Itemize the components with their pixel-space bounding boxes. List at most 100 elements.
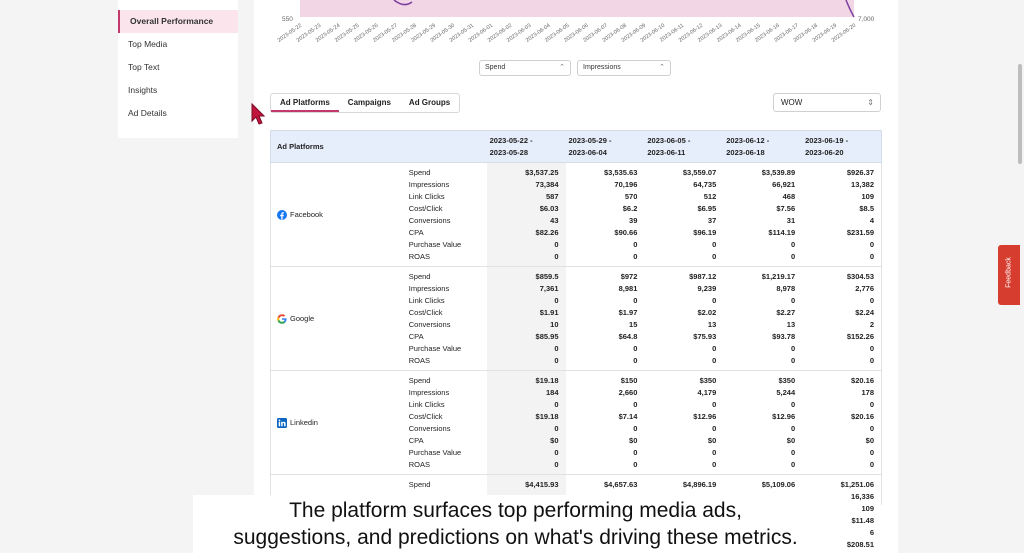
metric-right-select[interactable]: Impressions ⌃ [577, 60, 671, 76]
table-cell: $64.8 [618, 332, 638, 341]
metric-label: Link Clicks [408, 296, 445, 305]
table-cell: 6 [869, 528, 874, 537]
chart-area-fill [300, 0, 854, 17]
video-caption: The platform surfaces top performing med… [193, 495, 838, 553]
value-column: $859.5 7,361 0 $1.91 10 $85.95 0 0 [486, 267, 566, 370]
table-cell: $12.96 [693, 412, 717, 421]
metric-label: CPA [408, 332, 424, 341]
table-cell: 0 [554, 356, 559, 365]
chevron-updown-icon: ⇕ [867, 98, 874, 107]
google-icon [277, 313, 290, 324]
table-cell: $3,537.25 [525, 168, 559, 177]
table-cell: 0 [633, 460, 638, 469]
sidebar-item-ad-details[interactable]: Ad Details [128, 108, 167, 118]
metric-label: Spend [408, 168, 431, 177]
value-column: $3,537.25 73,384 587 $6.03 43 $82.26 0 0 [486, 163, 566, 266]
feedback-button[interactable]: Feedback [998, 245, 1020, 305]
table-cell: 0 [869, 424, 874, 433]
platform-row-facebook: Facebook Spend Impressions Link Clicks Cost/… [270, 163, 882, 267]
table-cell: 0 [712, 296, 717, 305]
tab-ad-groups[interactable]: Ad Groups [408, 98, 451, 107]
table-cell: 70,196 [614, 180, 638, 189]
table-cell: $0 [786, 436, 796, 445]
sidebar-item-overall-performance[interactable]: Overall Performance [118, 10, 238, 33]
table-cell: $0 [865, 436, 874, 445]
table-cell: 0 [869, 460, 874, 469]
metric-labels: Spend Impressions Link Clicks Cost/Click Con… [409, 371, 487, 474]
table-cell: 64,735 [693, 180, 717, 189]
table-cell: $4,896.19 [682, 480, 717, 489]
table-cell: 0 [633, 448, 638, 457]
value-column: $350 5,244 0 $12.96 0 $0 0 0 [723, 371, 802, 474]
table-cell: 0 [869, 296, 874, 305]
platform-name: Linkedin [271, 371, 409, 474]
sidebar-item-top-text[interactable]: Top Text [128, 62, 160, 72]
value-column: $3,535.63 70,196 570 $6.2 39 $90.66 0 0 [566, 163, 645, 266]
table-cell: $4,657.63 [604, 480, 638, 489]
table-cell: 0 [633, 240, 638, 249]
scrollbar[interactable] [1018, 64, 1022, 164]
right-axis-tick: 7,000 [858, 16, 875, 23]
platform-label: Linkedin [290, 418, 318, 427]
table-cell: $6.95 [697, 204, 717, 213]
table-cell: 512 [703, 192, 717, 201]
platform-name: Facebook [271, 163, 409, 266]
tab-ad-platforms[interactable]: Ad Platforms [271, 94, 339, 112]
value-column: $19.18 184 0 $19.18 0 $0 0 0 [486, 371, 566, 474]
table-cell: 0 [869, 344, 874, 353]
table-cell: 0 [633, 296, 638, 305]
tab-campaigns[interactable]: Campaigns [347, 98, 391, 107]
table-cell: 13 [707, 320, 717, 329]
header-week-4-start: 2023-06-12 - [726, 136, 770, 145]
metric-label: Purchase Value [408, 344, 462, 353]
table-cell: 0 [869, 448, 874, 457]
metric-label: Cost/Click [408, 308, 443, 317]
table-cell: 0 [712, 356, 717, 365]
metric-label: CPA [408, 228, 424, 237]
platform-table: Ad Platforms 2023-05-22 - 2023-05-28 2023… [270, 130, 882, 549]
header-week-3: 2023-06-05 - 2023-06-11 [644, 131, 723, 162]
table-cell: 66,921 [772, 180, 796, 189]
table-cell: 16,336 [851, 492, 874, 501]
table-cell: $2.02 [697, 308, 717, 317]
table-cell: 0 [712, 424, 717, 433]
comparison-value: WOW [781, 98, 803, 107]
value-column: $1,251.06 16,336 109 $11.48 6 $208.51 [802, 475, 881, 549]
table-cell: $152.26 [846, 332, 874, 341]
table-cell: 0 [790, 296, 796, 305]
table-cell: 8,978 [776, 284, 796, 293]
table-cell: 0 [554, 344, 559, 353]
metric-left-select[interactable]: Spend ⌃ [479, 60, 571, 76]
table-cell: $0 [629, 436, 638, 445]
table-cell: $4,415.93 [525, 480, 559, 489]
table-cell: $3,535.63 [604, 168, 638, 177]
table-cell: 0 [790, 240, 796, 249]
sidebar-item-insights[interactable]: Insights [128, 85, 158, 95]
table-cell: $19.18 [535, 412, 559, 421]
table-cell: 37 [707, 216, 717, 225]
metric-right-value: Impressions [583, 64, 621, 71]
metric-labels: Spend [409, 475, 487, 505]
metric-label: Conversions [408, 216, 451, 225]
table-cell: 9,239 [697, 284, 717, 293]
value-column: $3,539.89 66,921 468 $7.56 31 $114.19 0 0 [723, 163, 802, 266]
tab-bar: Ad Platforms Campaigns Ad Groups [270, 93, 461, 113]
table-cell: $11.48 [851, 516, 874, 525]
table-cell: 0 [869, 356, 874, 365]
table-cell: 0 [554, 448, 559, 457]
header-week-1-start: 2023-05-22 - [489, 136, 533, 145]
table-cell: 0 [790, 460, 796, 469]
table-cell: $350 [699, 376, 717, 385]
value-column: $926.37 13,382 109 $8.5 4 $231.59 0 0 [802, 163, 881, 266]
value-column: $304.53 2,776 0 $2.24 2 $152.26 0 0 [802, 267, 881, 370]
sidebar-item-top-media[interactable]: Top Media [128, 39, 168, 49]
table-cell: 0 [554, 460, 559, 469]
table-cell: 0 [554, 424, 559, 433]
metric-label: Impressions [408, 284, 450, 293]
table-cell: 0 [869, 252, 874, 261]
table-cell: 4,179 [697, 388, 717, 397]
value-column: $3,559.07 64,735 512 $6.95 37 $96.19 0 0 [644, 163, 723, 266]
header-ad-platforms: Ad Platforms [277, 142, 324, 151]
comparison-select[interactable]: WOW ⇕ [773, 93, 881, 112]
metric-label: Cost/Click [408, 412, 443, 421]
